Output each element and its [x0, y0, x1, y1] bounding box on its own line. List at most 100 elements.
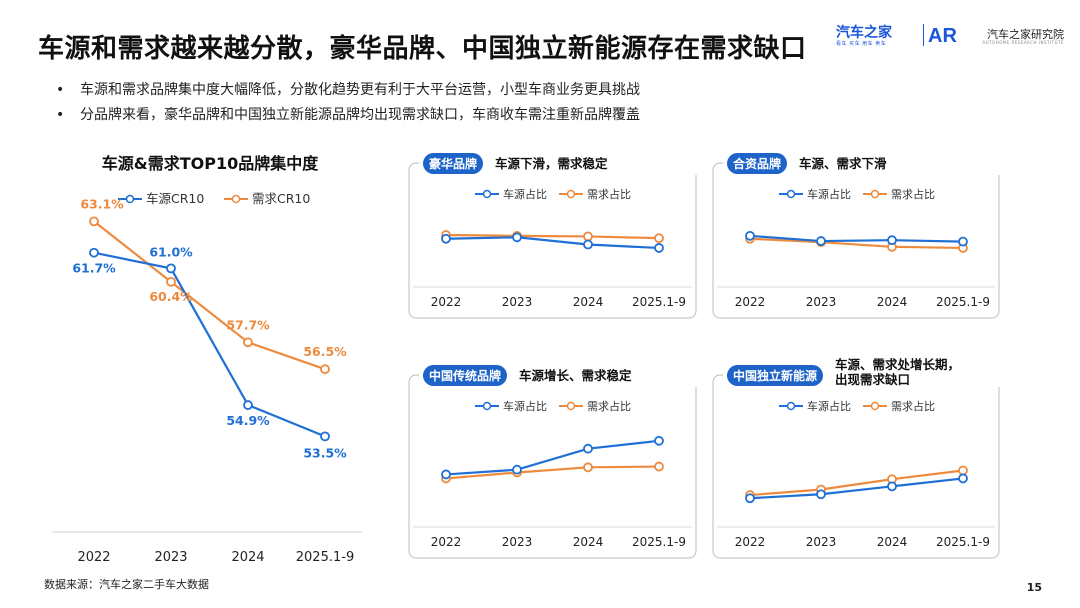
supply-series-line [93, 251, 326, 438]
supply-data-point [441, 469, 451, 480]
demand-data-point [243, 337, 253, 348]
panel-x-tick-label: 2023 [502, 295, 533, 309]
bullet-text: 分品牌来看，豪华品牌和中国独立新能源品牌均出现需求缺口，车商收车需注重新品牌覆盖 [80, 107, 640, 123]
panel-badge [727, 153, 787, 174]
supply-data-point [816, 236, 826, 246]
bullet-dot: • [56, 107, 65, 123]
panel-x-tick-label: 2025.1-9 [936, 535, 990, 549]
panel-x-tick-label: 2022 [735, 535, 766, 549]
supply-series-line [445, 439, 660, 476]
demand-series-line [445, 233, 660, 240]
data-label: 61.0% [149, 244, 193, 259]
legend-label: 车源占比 [807, 399, 851, 413]
logo-divider [923, 24, 924, 46]
data-label: 53.5% [303, 445, 347, 460]
x-tick-label: 2024 [231, 550, 264, 565]
panel-badge [727, 365, 823, 386]
legend-swatch-marker [786, 189, 796, 199]
supply-series-line [749, 477, 964, 500]
demand-data-point [583, 462, 593, 473]
data-label: 60.4% [149, 289, 193, 304]
legend-label: 需求CR10 [252, 191, 310, 206]
panel-x-tick-label: 2023 [502, 535, 533, 549]
supply-series-line [445, 236, 660, 250]
panel-badge-label: 中国传统品牌 [429, 368, 501, 383]
panel-subtitle: 车源、需求下滑 [799, 156, 887, 171]
legend-swatch-marker [566, 189, 576, 199]
legend-swatch-marker [231, 194, 241, 204]
data-label: 54.9% [226, 413, 270, 428]
bullet-text: 车源和需求品牌集中度大幅降低，分散化趋势更有利于大平台运营，小型车商业务更具挑战 [80, 82, 640, 98]
panel-legend: 车源占比 需求占比 [475, 399, 631, 413]
demand-data-point [166, 276, 176, 287]
supply-data-point [441, 233, 451, 244]
bullet-list: • 车源和需求品牌集中度大幅降低，分散化趋势更有利于大平台运营，小型车商业务更具… [56, 78, 640, 128]
x-tick-label: 2025.1-9 [296, 550, 354, 565]
x-tick-label: 2023 [154, 550, 187, 565]
supply-data-point [887, 235, 897, 246]
panel-x-tick-label: 2025.1-9 [632, 535, 686, 549]
panel-subtitle: 出现需求缺口 [835, 372, 910, 387]
supply-data-point [816, 489, 826, 500]
legend-label: 需求占比 [891, 187, 935, 201]
legend-label: 车源占比 [503, 399, 547, 413]
panel-x-tick-label: 2022 [431, 295, 462, 309]
page-number: 15 [1026, 581, 1042, 594]
supply-data-point [654, 435, 664, 446]
supply-data-point [583, 239, 593, 250]
legend-swatch-marker [870, 189, 880, 199]
supply-data-point [958, 236, 968, 247]
panel-x-tick-label: 2022 [431, 535, 462, 549]
autohome-slogan: 看车 买车 用车 卖车 [836, 41, 887, 47]
bullet-item: • 车源和需求品牌集中度大幅降低，分散化趋势更有利于大平台运营，小型车商业务更具… [56, 78, 640, 103]
legend-swatch-marker [566, 401, 576, 411]
demand-series-line [749, 237, 964, 250]
panel-x-tick-label: 2024 [877, 295, 908, 309]
panel-x-tick-label: 2024 [573, 535, 604, 549]
supply-data-point [320, 431, 330, 442]
x-tick-label: 2022 [77, 550, 110, 565]
panel-x-tick-label: 2023 [806, 535, 837, 549]
chart-title: 车源&需求TOP10品牌集中度 [102, 154, 319, 173]
panel-x-tick-label: 2025.1-9 [632, 295, 686, 309]
panel-frame [712, 374, 1000, 559]
panel-badge-label: 中国独立新能源 [733, 368, 817, 383]
autohome-logo: 汽车之家 [836, 25, 892, 41]
panel-legend: 车源占比 需求占比 [779, 399, 935, 413]
bullet-item: • 分品牌来看，豪华品牌和中国独立新能源品牌均出现需求缺口，车商收车需注重新品牌… [56, 103, 640, 128]
ar-logo-text: AR [928, 25, 957, 46]
panel-legend: 车源占比 需求占比 [779, 187, 935, 201]
page-title: 车源和需求越来越分散，豪华品牌、中国独立新能源存在需求缺口 [38, 34, 807, 64]
supply-data-point [654, 243, 664, 253]
panel-x-tick-label: 2024 [573, 295, 604, 309]
institute-name-en: AUTOHOME RESEARCH INSTITUTE [982, 40, 1064, 45]
panel-badge-label: 豪华品牌 [429, 156, 477, 171]
legend-label: 需求占比 [587, 399, 631, 413]
legend-label: 车源CR10 [146, 191, 204, 206]
supply-data-point [745, 493, 755, 504]
panel-x-tick-label: 2025.1-9 [936, 295, 990, 309]
institute-name: 汽车之家研究院 [987, 28, 1064, 41]
chart-legend: 车源CR10 需求CR10 [118, 191, 310, 206]
supply-data-point [166, 263, 176, 274]
data-source: 数据来源：汽车之家二手车大数据 [44, 578, 209, 591]
panel-x-tick-label: 2023 [806, 295, 837, 309]
legend-swatch-marker [482, 189, 492, 199]
demand-series-line [445, 465, 660, 480]
data-label: 56.5% [303, 344, 347, 359]
legend-label: 车源占比 [807, 187, 851, 201]
panel-badge [423, 365, 507, 386]
demand-data-point [89, 216, 99, 227]
demand-series-line [93, 220, 326, 371]
panel-subtitle: 车源、需求处增长期， [835, 357, 960, 372]
legend-swatch-marker [125, 194, 135, 204]
supply-data-point [243, 400, 253, 410]
legend-swatch-marker [482, 401, 492, 411]
demand-data-point [583, 231, 593, 242]
supply-data-point [512, 464, 522, 475]
demand-series-line [749, 469, 964, 497]
